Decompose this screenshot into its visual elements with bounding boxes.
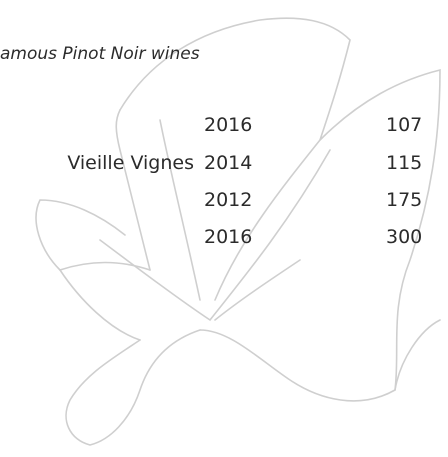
wine-list-page: amous Pinot Noir wines 2016 107 Vieille Vi… (0, 0, 448, 457)
heading: amous Pinot Noir wines (0, 44, 200, 64)
wine-year: 2016 (204, 114, 252, 136)
wine-year: 2014 (204, 152, 252, 174)
wine-price: 300 (386, 226, 422, 248)
wine-price: 175 (386, 189, 422, 211)
wine-year: 2016 (204, 226, 252, 248)
wine-price: 115 (386, 152, 422, 174)
wine-year: 2012 (204, 189, 252, 211)
wine-price: 107 (386, 114, 422, 136)
wine-name: Vieille Vignes (67, 152, 194, 174)
